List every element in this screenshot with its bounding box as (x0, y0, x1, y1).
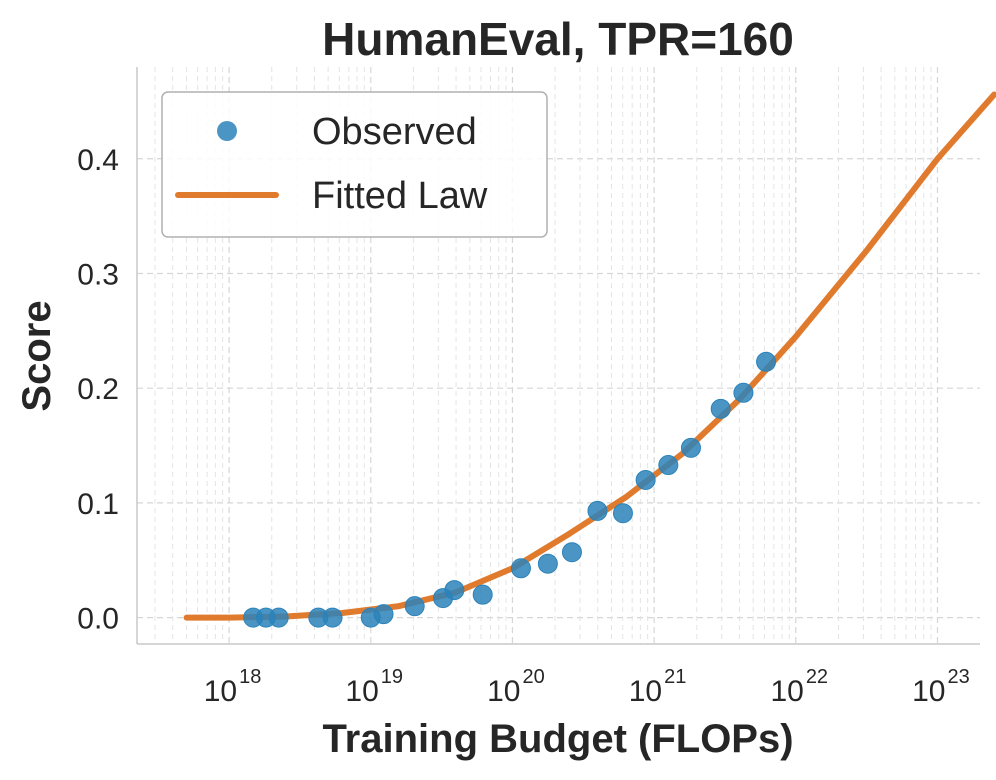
x-tick-exponent: 20 (522, 666, 544, 688)
x-tick-labels: 10 18 10 19 10 20 10 21 10 22 10 23 (204, 666, 970, 708)
y-tick-labels: 0.0 0.1 0.2 0.3 0.4 (77, 144, 119, 636)
legend-box (161, 91, 548, 238)
x-tick-label: 10 22 (770, 666, 828, 708)
fitted-law-series (183, 91, 996, 621)
x-tick-exponent: 23 (947, 666, 969, 688)
y-tick-label: 0.0 (77, 603, 119, 636)
x-tick-exponent: 19 (381, 666, 403, 688)
x-tick-base: 10 (204, 675, 237, 708)
y-axis-label: Score (15, 300, 59, 411)
x-tick-label: 10 23 (912, 666, 970, 708)
observed-point (612, 503, 633, 524)
x-tick-label: 10 19 (345, 666, 403, 708)
observed-point (733, 382, 754, 403)
observed-point (756, 351, 777, 372)
observed-point (537, 553, 558, 574)
x-tick-exponent: 18 (239, 666, 261, 688)
legend: Observed Fitted Law (161, 91, 548, 238)
observed-point (680, 437, 701, 458)
observed-point (373, 604, 394, 625)
y-tick-label: 0.1 (77, 488, 119, 521)
grid (137, 67, 980, 644)
observed-series (243, 351, 777, 628)
observed-point (635, 469, 656, 490)
observed-point (658, 455, 679, 476)
x-tick-base: 10 (770, 675, 803, 708)
x-tick-exponent: 21 (664, 666, 686, 688)
observed-point (710, 398, 731, 419)
observed-point (561, 542, 582, 563)
observed-point (510, 558, 531, 579)
observed-point (587, 500, 608, 521)
x-tick-base: 10 (629, 675, 662, 708)
chart-title: HumanEval, TPR=160 (322, 13, 794, 65)
x-tick-base: 10 (345, 675, 378, 708)
observed-point (472, 584, 493, 605)
observed-point (404, 596, 425, 617)
legend-observed-label: Observed (312, 111, 477, 153)
fitted-law-line (183, 91, 996, 621)
x-tick-label: 10 21 (629, 666, 687, 708)
y-tick-label: 0.4 (77, 144, 119, 177)
x-tick-label: 10 20 (487, 666, 545, 708)
observed-point (444, 580, 465, 601)
observed-point (322, 607, 343, 628)
y-tick-label: 0.3 (77, 258, 119, 291)
x-tick-base: 10 (912, 675, 945, 708)
x-tick-base: 10 (487, 675, 520, 708)
x-tick-exponent: 22 (806, 666, 828, 688)
x-tick-label: 10 18 (204, 666, 262, 708)
y-tick-label: 0.2 (77, 373, 119, 406)
x-axis-label: Training Budget (FLOPs) (322, 717, 793, 761)
legend-observed-marker (217, 121, 237, 141)
legend-fitted-label: Fitted Law (312, 175, 488, 217)
observed-point (268, 607, 289, 628)
